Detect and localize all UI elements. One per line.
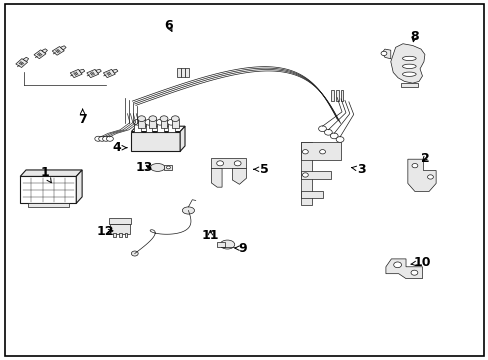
Text: 2: 2	[420, 152, 428, 165]
Polygon shape	[112, 69, 118, 73]
Circle shape	[216, 161, 223, 166]
Polygon shape	[96, 69, 101, 73]
Polygon shape	[76, 170, 82, 203]
Polygon shape	[41, 49, 47, 53]
Bar	[20, 176, 76, 203]
Circle shape	[145, 120, 153, 125]
Text: 10: 10	[410, 256, 430, 269]
Polygon shape	[79, 69, 84, 73]
Text: 8: 8	[409, 30, 418, 43]
Polygon shape	[16, 59, 27, 68]
Circle shape	[427, 175, 432, 179]
Bar	[145, 123, 152, 132]
Text: 11: 11	[201, 229, 219, 242]
Bar	[300, 171, 330, 179]
Text: 4: 4	[112, 141, 126, 154]
Bar	[27, 203, 69, 207]
Text: 6: 6	[164, 19, 173, 32]
Polygon shape	[232, 168, 246, 184]
Bar	[157, 123, 163, 132]
Bar	[185, 68, 189, 77]
Polygon shape	[385, 259, 422, 279]
Polygon shape	[52, 46, 64, 55]
Bar	[163, 165, 172, 170]
Ellipse shape	[402, 72, 415, 76]
Circle shape	[302, 150, 307, 154]
Circle shape	[324, 130, 331, 135]
Ellipse shape	[182, 207, 194, 214]
Bar	[109, 218, 131, 224]
Circle shape	[131, 251, 138, 256]
Circle shape	[411, 163, 417, 168]
Bar	[138, 119, 145, 128]
Circle shape	[171, 116, 179, 122]
Circle shape	[99, 136, 105, 141]
Circle shape	[380, 51, 386, 55]
Bar	[124, 233, 127, 237]
Bar	[300, 142, 340, 160]
Polygon shape	[180, 126, 184, 151]
Circle shape	[160, 116, 167, 122]
Circle shape	[410, 270, 417, 275]
Text: 12: 12	[97, 225, 114, 238]
Polygon shape	[70, 69, 82, 78]
Polygon shape	[23, 57, 29, 62]
Bar	[211, 158, 246, 168]
Polygon shape	[211, 168, 222, 187]
Circle shape	[393, 262, 401, 268]
Circle shape	[335, 136, 343, 142]
Bar	[300, 142, 311, 205]
Text: 7: 7	[78, 109, 87, 126]
Circle shape	[302, 173, 307, 177]
Polygon shape	[61, 46, 66, 50]
Circle shape	[167, 120, 175, 125]
Polygon shape	[103, 69, 115, 78]
Text: 9: 9	[234, 242, 247, 255]
Circle shape	[106, 136, 113, 141]
Text: 13: 13	[136, 161, 153, 174]
Circle shape	[166, 166, 170, 169]
Bar	[216, 242, 225, 247]
Bar	[176, 68, 180, 77]
Bar	[160, 119, 167, 128]
Text: 1: 1	[40, 166, 51, 183]
Circle shape	[318, 126, 326, 132]
Text: 3: 3	[351, 163, 365, 176]
Ellipse shape	[402, 56, 415, 60]
Bar	[113, 233, 116, 237]
Bar	[340, 90, 343, 101]
Bar	[149, 119, 156, 128]
Bar	[131, 132, 180, 151]
Polygon shape	[381, 49, 390, 59]
Ellipse shape	[220, 240, 234, 249]
Text: 5: 5	[253, 163, 268, 176]
Bar	[330, 90, 333, 101]
Polygon shape	[131, 126, 184, 132]
Polygon shape	[87, 69, 99, 78]
Circle shape	[234, 161, 241, 166]
Circle shape	[156, 120, 163, 125]
Bar	[300, 191, 322, 198]
Bar	[110, 224, 130, 234]
Polygon shape	[407, 159, 435, 192]
Circle shape	[138, 116, 145, 122]
Circle shape	[95, 136, 102, 141]
Circle shape	[149, 116, 157, 122]
Circle shape	[102, 136, 109, 141]
Circle shape	[319, 150, 325, 154]
Bar	[335, 90, 338, 101]
Bar	[171, 119, 178, 128]
Polygon shape	[390, 44, 424, 83]
Polygon shape	[400, 83, 417, 87]
Bar	[181, 68, 184, 77]
Circle shape	[134, 120, 142, 125]
Bar	[119, 233, 122, 237]
Ellipse shape	[150, 163, 164, 171]
Bar	[134, 123, 141, 132]
Bar	[167, 123, 174, 132]
Ellipse shape	[402, 64, 415, 68]
Polygon shape	[20, 170, 82, 176]
Circle shape	[330, 133, 337, 139]
Polygon shape	[34, 50, 46, 59]
